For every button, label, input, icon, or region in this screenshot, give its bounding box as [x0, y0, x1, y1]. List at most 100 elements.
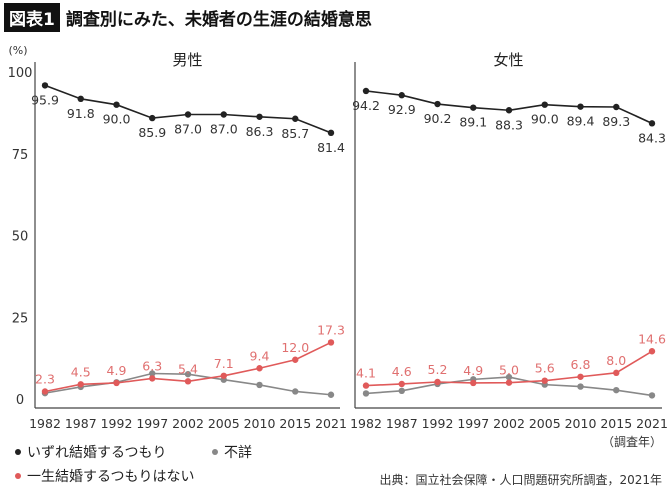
data-point: [113, 379, 120, 387]
x-tick-label: 2015: [279, 416, 311, 431]
data-point: [577, 373, 584, 380]
data-point: [577, 103, 584, 110]
data-label: 4.1: [356, 366, 376, 381]
data-label: 85.9: [138, 125, 166, 140]
data-label: 81.4: [317, 140, 345, 155]
y-axis-unit: (%): [8, 44, 27, 57]
data-point: [220, 111, 227, 118]
data-point: [292, 388, 299, 395]
data-point: [41, 82, 49, 89]
data-label: 5.4: [178, 361, 198, 376]
data-point: [149, 114, 156, 122]
data-point: [613, 386, 620, 394]
data-label: 88.3: [495, 117, 523, 132]
data-label: 5.2: [428, 362, 448, 377]
data-label: 5.0: [499, 363, 519, 378]
data-label: 4.5: [71, 364, 91, 379]
figure-title: 調査別にみた、未婚者の生涯の結婚意思: [65, 10, 372, 30]
data-point: [613, 369, 620, 377]
data-point: [648, 120, 656, 127]
x-tick-label: 2015: [600, 416, 632, 431]
legend-marker: [15, 473, 21, 479]
data-label: 14.6: [638, 331, 666, 346]
data-point: [505, 379, 513, 386]
data-point: [184, 111, 192, 118]
data-label: 92.9: [388, 102, 416, 117]
data-point: [648, 392, 656, 399]
data-label: 2.3: [35, 371, 55, 386]
x-tick-label: 1997: [457, 416, 489, 431]
data-label: 6.3: [142, 358, 162, 373]
x-tick-label: 2002: [493, 416, 525, 431]
x-tick-label: 2021: [636, 416, 668, 431]
data-point: [149, 370, 156, 377]
data-label: 87.0: [210, 122, 238, 137]
data-point: [362, 87, 370, 95]
data-point: [505, 107, 513, 114]
panel-title: 女性: [493, 51, 523, 69]
data-point: [470, 379, 477, 387]
legend-label: 不詳: [224, 445, 252, 461]
data-point: [77, 381, 84, 388]
data-point: [184, 378, 192, 385]
legend-label: 一生結婚するつもりはない: [27, 469, 194, 485]
data-point: [577, 383, 584, 390]
data-label: 87.0: [174, 122, 202, 137]
legend-marker: [212, 449, 218, 455]
data-label: 90.0: [531, 112, 559, 127]
data-point: [77, 95, 84, 103]
x-tick-label: 2002: [172, 416, 204, 431]
data-point: [470, 104, 477, 111]
data-point: [149, 375, 156, 382]
x-tick-label: 1997: [136, 416, 168, 431]
data-label: 89.1: [459, 115, 487, 130]
data-point: [256, 381, 263, 389]
data-label: 6.8: [571, 357, 591, 372]
x-tick-label: 2010: [565, 416, 597, 431]
x-tick-label: 2005: [208, 416, 240, 431]
data-label: 89.4: [567, 114, 595, 129]
data-point: [434, 378, 441, 386]
data-label: 91.8: [67, 106, 95, 121]
data-label: 85.7: [281, 126, 309, 141]
x-tick-label: 2021: [315, 416, 347, 431]
y-tick-label: 0: [16, 393, 24, 408]
data-point: [256, 365, 263, 372]
data-label: 86.3: [246, 124, 274, 139]
data-point: [505, 373, 513, 381]
y-tick-label: 100: [8, 66, 33, 81]
data-label: 4.6: [392, 364, 412, 379]
panel-title: 男性: [172, 51, 202, 69]
legend-label: いずれ結婚するつもり: [27, 445, 166, 461]
data-label: 89.3: [602, 114, 630, 129]
data-label: 9.4: [250, 348, 270, 363]
legend-marker: [15, 449, 21, 455]
data-label: 17.3: [317, 322, 345, 337]
data-label: 7.1: [214, 356, 234, 371]
data-point: [398, 387, 405, 395]
x-tick-label: 2005: [529, 416, 561, 431]
data-point: [220, 372, 227, 379]
data-label: 12.0: [281, 340, 309, 355]
data-point: [327, 339, 335, 346]
data-point: [327, 391, 335, 398]
data-point: [398, 380, 405, 388]
data-label: 90.0: [103, 112, 131, 127]
data-point: [613, 103, 620, 111]
data-label: 95.9: [31, 92, 59, 107]
data-label: 94.2: [352, 98, 380, 113]
x-tick-label: 1992: [101, 416, 133, 431]
data-point: [292, 356, 299, 363]
data-point: [434, 100, 441, 108]
x-tick-label: 1982: [350, 416, 382, 431]
x-tick-label: 1987: [386, 416, 418, 431]
data-point: [327, 129, 335, 137]
data-point: [41, 388, 49, 395]
x-axis-unit: （調査年）: [602, 435, 662, 449]
data-point: [541, 377, 548, 384]
data-label: 84.3: [638, 130, 666, 145]
data-point: [541, 101, 548, 108]
source-note: 出典：国立社会保障・人口問題研究所調査，2021年: [379, 472, 662, 487]
